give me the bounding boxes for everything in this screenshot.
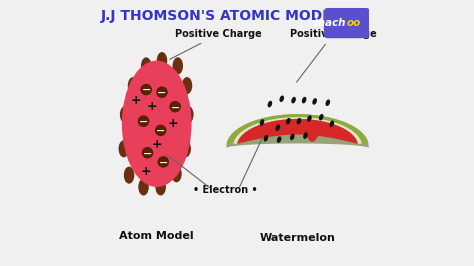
Ellipse shape: [297, 118, 301, 124]
Text: Watermelon: Watermelon: [260, 233, 336, 243]
Ellipse shape: [307, 115, 312, 122]
Ellipse shape: [122, 61, 191, 187]
Text: −: −: [171, 102, 180, 113]
Ellipse shape: [268, 101, 272, 107]
Text: −: −: [156, 126, 165, 136]
Text: +: +: [151, 138, 162, 151]
Text: +: +: [146, 100, 157, 113]
Ellipse shape: [124, 167, 134, 184]
Circle shape: [142, 147, 153, 159]
Text: J.J THOMSON'S ATOMIC MODEL: J.J THOMSON'S ATOMIC MODEL: [101, 9, 342, 23]
Ellipse shape: [329, 120, 334, 127]
Polygon shape: [237, 119, 358, 144]
Ellipse shape: [290, 134, 294, 140]
Circle shape: [169, 101, 181, 113]
Ellipse shape: [264, 135, 268, 142]
Circle shape: [157, 156, 169, 168]
Ellipse shape: [120, 106, 130, 123]
Text: oo: oo: [346, 18, 361, 28]
Ellipse shape: [302, 97, 306, 103]
Text: −: −: [157, 88, 167, 98]
Ellipse shape: [157, 52, 167, 69]
Text: Atom Model: Atom Model: [119, 231, 194, 241]
Ellipse shape: [138, 178, 149, 196]
Text: Positive Charge: Positive Charge: [290, 29, 376, 82]
Circle shape: [155, 124, 166, 136]
Ellipse shape: [173, 57, 183, 74]
Ellipse shape: [260, 119, 264, 126]
Polygon shape: [233, 117, 362, 144]
Polygon shape: [227, 114, 368, 144]
Circle shape: [156, 86, 168, 98]
Text: +: +: [130, 94, 141, 107]
Ellipse shape: [118, 140, 129, 157]
Ellipse shape: [171, 165, 182, 182]
Text: • Electron •: • Electron •: [193, 185, 257, 195]
Text: −: −: [159, 158, 168, 168]
Text: −: −: [139, 117, 148, 127]
Circle shape: [138, 115, 149, 127]
Text: +: +: [141, 165, 152, 178]
Text: −: −: [143, 148, 152, 159]
Text: −: −: [142, 85, 151, 95]
Ellipse shape: [155, 178, 166, 196]
Ellipse shape: [181, 140, 191, 157]
Ellipse shape: [286, 118, 291, 124]
Ellipse shape: [303, 132, 308, 139]
Ellipse shape: [280, 95, 284, 102]
Ellipse shape: [319, 114, 324, 120]
Ellipse shape: [292, 97, 296, 103]
Ellipse shape: [183, 106, 193, 123]
Ellipse shape: [277, 136, 282, 143]
Text: teach: teach: [313, 18, 346, 28]
Ellipse shape: [141, 57, 152, 74]
Circle shape: [140, 84, 152, 95]
Ellipse shape: [128, 77, 138, 94]
Ellipse shape: [326, 99, 330, 106]
Ellipse shape: [182, 77, 192, 94]
Polygon shape: [226, 114, 369, 148]
FancyBboxPatch shape: [324, 8, 370, 38]
Ellipse shape: [275, 124, 280, 131]
Text: Positive Charge: Positive Charge: [170, 29, 262, 59]
Text: +: +: [167, 117, 178, 130]
Ellipse shape: [312, 98, 317, 105]
